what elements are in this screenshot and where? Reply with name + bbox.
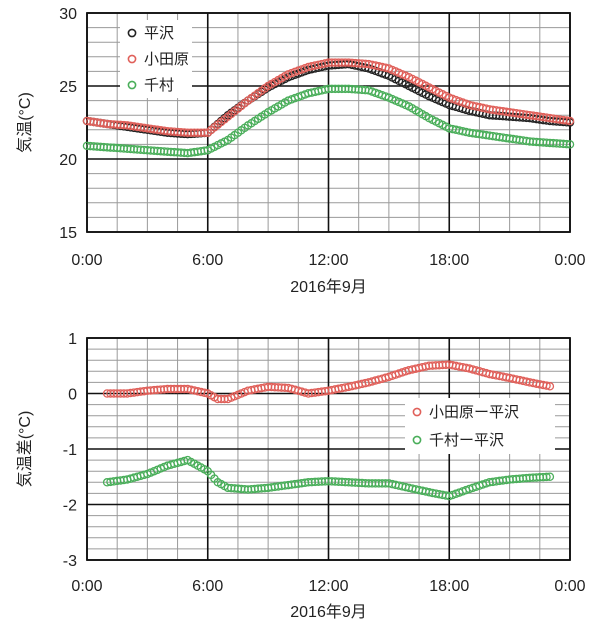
y-tick-label: 0 (68, 387, 77, 404)
y-tick-label: 1 (68, 331, 77, 348)
legend-label: 千村 (144, 77, 174, 94)
data-point (562, 139, 571, 149)
chart-1: 0:00 6:00 12:00 18:00 0:00 15 20 25 30 2016年9月 気温(… (16, 6, 586, 296)
x-tick-label: 18:00 (429, 578, 469, 595)
chart-2: 0:00 6:00 12:00 18:00 0:00 -3 -2 -1 0 1 2016年9月 気温差… (16, 331, 586, 621)
x-tick-label: 0:00 (554, 578, 585, 595)
data-point (565, 116, 575, 126)
x-tick-label: 12:00 (308, 578, 348, 595)
legend-label: 平沢 (144, 25, 174, 42)
y-tick-label: -1 (63, 442, 77, 459)
legend-box (120, 20, 192, 98)
legend-label: 小田原 (144, 51, 189, 68)
legend-label: 千村ー平沢 (429, 432, 504, 449)
x-axis-title: 2016年9月 (290, 278, 367, 296)
series-2 (102, 455, 555, 501)
legend-label: 小田原ー平沢 (429, 404, 519, 421)
x-tick-label: 6:00 (192, 578, 223, 595)
y-tick-label: 25 (59, 79, 77, 96)
plot-frame (86, 337, 571, 561)
data-point (565, 140, 575, 149)
series-2 (82, 58, 575, 137)
data-point (562, 116, 571, 125)
data-point (542, 472, 551, 482)
y-tick-label: 20 (59, 152, 77, 169)
x-tick-label: 18:00 (429, 252, 469, 269)
legend-marker (127, 54, 137, 64)
data-point (542, 381, 551, 390)
legend-marker (127, 28, 137, 38)
legend-marker (412, 435, 422, 445)
y-tick-label: -2 (63, 498, 77, 515)
data-point (545, 382, 555, 391)
legend-marker (412, 407, 422, 417)
legend-box (405, 398, 555, 454)
data-point (545, 472, 555, 481)
y-tick-label: -3 (63, 553, 77, 570)
y-axis-title: 気温(°C) (16, 92, 34, 153)
series-3 (82, 84, 575, 158)
series-1 (102, 360, 555, 404)
x-tick-label: 0:00 (554, 252, 585, 269)
x-tick-label: 0:00 (71, 578, 102, 595)
y-tick-label: 15 (59, 225, 77, 242)
legend-marker (127, 80, 137, 90)
x-tick-label: 6:00 (192, 252, 223, 269)
y-tick-label: 30 (59, 6, 77, 23)
x-tick-label: 0:00 (71, 252, 102, 269)
x-tick-label: 12:00 (308, 252, 348, 269)
y-axis-title: 気温差(°C) (16, 411, 34, 488)
x-axis-title: 2016年9月 (290, 603, 367, 621)
